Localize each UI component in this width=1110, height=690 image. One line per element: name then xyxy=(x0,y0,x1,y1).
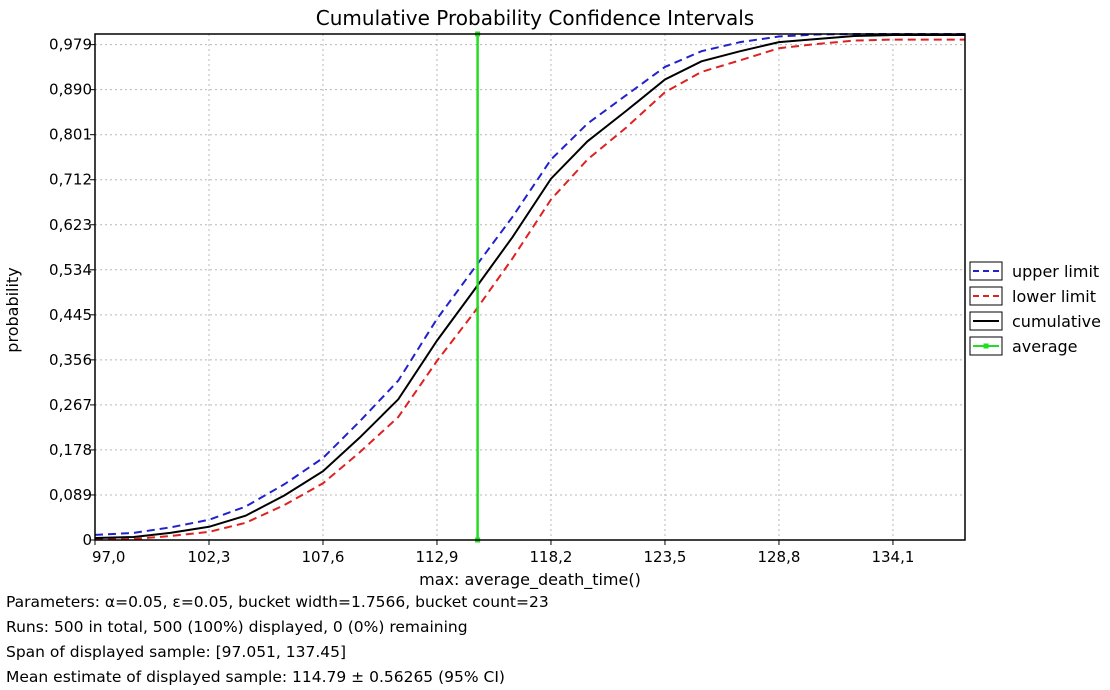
x-tick-label: 102,3 xyxy=(188,548,231,566)
y-tick-label: 0,890 xyxy=(49,81,92,99)
legend-label-cumulative: cumulative xyxy=(1012,312,1101,331)
legend-label-lower-limit: lower limit xyxy=(1012,287,1096,306)
mean-text: Mean estimate of displayed sample: 114.7… xyxy=(6,668,505,686)
chart: Cumulative Probability Confidence Interv… xyxy=(3,6,1101,590)
legend-marker-average xyxy=(983,343,989,349)
y-tick-label: 0,267 xyxy=(49,396,92,414)
plot-area xyxy=(94,33,966,541)
series-line-lower-limit xyxy=(94,38,965,541)
x-tick-label: 128,8 xyxy=(757,548,800,566)
legend-label-average: average xyxy=(1012,337,1078,356)
x-tick-label: 123,5 xyxy=(643,548,686,566)
runs-text: Runs: 500 in total, 500 (100%) displayed… xyxy=(6,618,468,636)
y-tick-label: 0 xyxy=(82,531,92,549)
y-tick-label: 0,534 xyxy=(49,261,92,279)
legend-label-upper-limit: upper limit xyxy=(1012,262,1099,281)
y-tick-label: 0,089 xyxy=(49,486,92,504)
series-line-upper-limit xyxy=(94,33,965,536)
y-axis-label: probability xyxy=(3,267,22,352)
x-tick-label: 107,6 xyxy=(302,548,345,566)
x-axis-label: max: average_death_time() xyxy=(419,570,641,590)
y-tick-label: 0,178 xyxy=(49,441,92,459)
span-text: Span of displayed sample: [97.051, 137.4… xyxy=(6,643,347,661)
grid-lines xyxy=(94,34,965,541)
y-tick-label: 0,801 xyxy=(49,126,92,144)
y-tick-label: 0,979 xyxy=(49,36,92,54)
series-line-cumulative xyxy=(94,34,965,539)
chart-title: Cumulative Probability Confidence Interv… xyxy=(316,6,754,30)
legend: upper limit lower limit cumulative average xyxy=(969,261,1101,356)
x-tick-label: 134,1 xyxy=(871,548,914,566)
y-tick-label: 0,445 xyxy=(49,306,92,324)
y-tick-label: 0,712 xyxy=(49,171,92,189)
x-tick-label: 97,0 xyxy=(92,548,125,566)
parameters-text: Parameters: α=0.05, ε=0.05, bucket width… xyxy=(6,593,549,611)
axis-ticks: 0 0,089 0,178 0,267 0,356 0,445 0,534 0,623 0,71… xyxy=(49,36,914,566)
x-tick-label: 112,9 xyxy=(416,548,459,566)
x-tick-label: 118,2 xyxy=(529,548,572,566)
y-tick-label: 0,356 xyxy=(49,351,92,369)
series-lines xyxy=(94,31,965,543)
y-tick-label: 0,623 xyxy=(49,216,92,234)
